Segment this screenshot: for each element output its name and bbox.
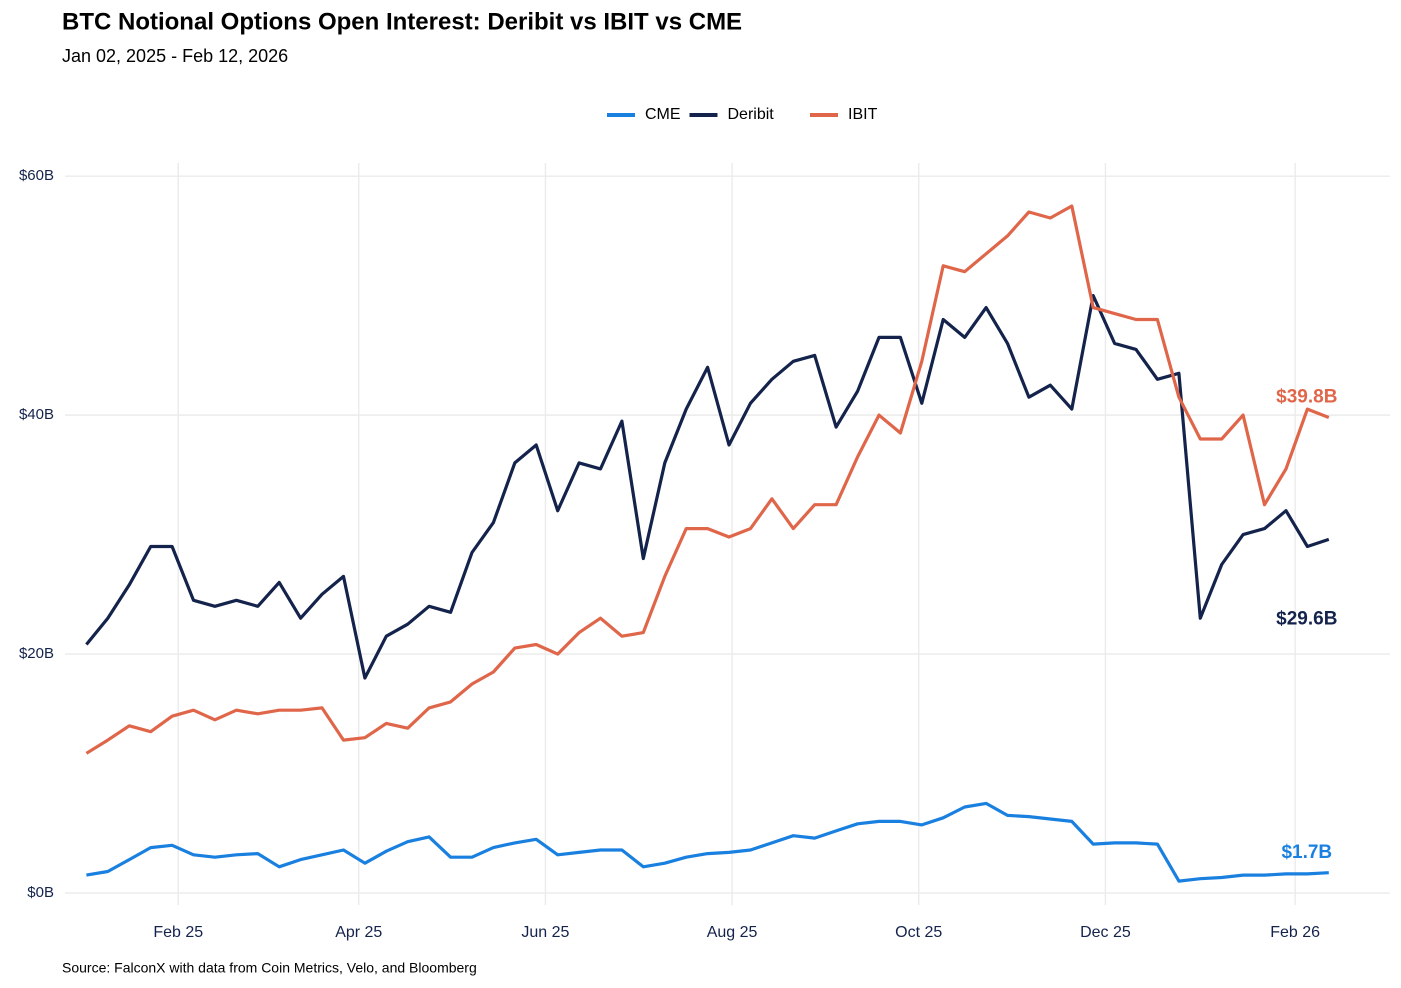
chart-subtitle: Jan 02, 2025 - Feb 12, 2026 <box>62 46 288 66</box>
x-tick-label: Feb 25 <box>153 924 203 941</box>
y-tick-label: $0B <box>27 884 54 901</box>
legend-label: Deribit <box>728 106 775 123</box>
x-tick-label: Aug 25 <box>707 924 758 941</box>
series-line <box>86 801 1329 883</box>
y-tick-label: $60B <box>19 167 54 184</box>
chart-title: BTC Notional Options Open Interest: Deri… <box>62 8 742 35</box>
legend-label: IBIT <box>848 106 878 123</box>
x-tick-label: Feb 26 <box>1270 924 1320 941</box>
x-tick-label: Jun 25 <box>521 924 569 941</box>
x-tick-label: Oct 25 <box>895 924 942 941</box>
x-tick-label: Apr 25 <box>335 924 382 941</box>
series-line <box>85 294 1330 680</box>
end-label: $39.8B <box>1276 387 1337 408</box>
source-note: Source: FalconX with data from Coin Metr… <box>62 960 477 976</box>
end-label: $1.7B <box>1281 842 1332 863</box>
series-line <box>85 204 1330 755</box>
y-tick-label: $20B <box>19 645 54 662</box>
legend-label: CME <box>645 106 681 123</box>
end-label: $29.6B <box>1276 608 1337 629</box>
y-tick-label: $40B <box>19 406 54 423</box>
x-tick-label: Dec 25 <box>1080 924 1131 941</box>
